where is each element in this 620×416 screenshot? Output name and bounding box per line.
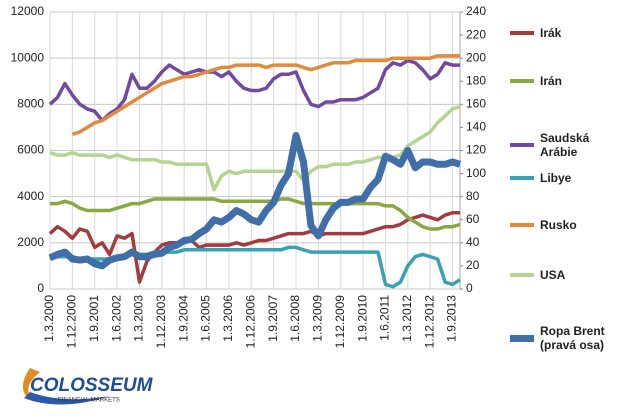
legend-swatch <box>510 223 534 227</box>
legend-swatch <box>510 79 534 83</box>
x-tick-label: 1.9.2004 <box>176 295 190 342</box>
legend-item: Rusko <box>510 218 610 232</box>
y2-tick-label: 0 <box>466 281 473 295</box>
y2-tick-label: 240 <box>466 4 486 18</box>
y2-tick-label: 20 <box>466 258 480 272</box>
x-tick-label: 1.3.2000 <box>42 295 56 342</box>
y2-tick-label: 60 <box>466 212 480 226</box>
x-tick-label: 1.3.2003 <box>132 295 146 342</box>
y-tick-label: 8000 <box>17 97 44 111</box>
logo-name: COLOSSEUM <box>30 375 154 396</box>
x-tick-label: 1.9.2013 <box>445 295 459 342</box>
legend-label: Rusko <box>540 218 577 232</box>
series-line <box>50 197 461 231</box>
legend-label: Irák <box>540 26 562 40</box>
x-tick-label: 1.12.2009 <box>333 295 347 349</box>
legend-label: Ropa Brent (pravá osa) <box>540 324 605 352</box>
legend-label: Saudská Arábie <box>540 131 590 159</box>
y2-tick-label: 180 <box>466 73 486 87</box>
legend-item: Irán <box>510 74 610 88</box>
logo-tagline: FINANCIAL MARKETS <box>58 398 120 404</box>
series-line <box>48 211 460 284</box>
x-tick-label: 1.6.2011 <box>378 295 392 341</box>
x-tick-label: 1.3.2006 <box>221 295 235 342</box>
y-tick-label: 10000 <box>11 50 45 64</box>
legend-item: USA <box>510 268 610 282</box>
x-tick-label: 1.3.2009 <box>311 295 325 342</box>
y-tick-label: 4000 <box>17 189 44 203</box>
legend-swatch <box>510 31 534 35</box>
x-tick-label: 1.12.2012 <box>422 295 436 349</box>
y2-tick-label: 140 <box>466 120 486 134</box>
logo: COLOSSEUM FINANCIAL MARKETS <box>22 368 154 405</box>
y-tick-label: 6000 <box>17 143 44 157</box>
series-line <box>48 58 460 123</box>
y2-tick-label: 160 <box>466 97 486 111</box>
series-line <box>48 132 462 270</box>
legend-label: Libye <box>540 171 572 185</box>
x-tick-label: 1.12.2000 <box>65 295 79 349</box>
x-tick-label: 1.9.2007 <box>266 295 280 342</box>
legend-label: USA <box>540 268 566 282</box>
legend-item: Libye <box>510 171 610 185</box>
x-tick-label: 1.6.2002 <box>109 295 123 342</box>
x-tick-label: 1.9.2001 <box>87 295 101 342</box>
y-tick-label: 2000 <box>17 235 44 249</box>
x-tick-label: 1.12.2003 <box>154 295 168 349</box>
logo-swoosh <box>24 392 110 405</box>
legend-swatch <box>510 273 534 277</box>
series-line <box>71 54 460 136</box>
y2-tick-label: 200 <box>466 50 486 64</box>
x-tick-label: 1.9.2010 <box>355 295 369 342</box>
y2-tick-label: 100 <box>466 166 486 180</box>
y-tick-label: 12000 <box>11 4 45 18</box>
x-tick-label: 1.12.2006 <box>243 295 257 349</box>
y2-tick-label: 80 <box>466 189 480 203</box>
x-tick-label: 1.6.2008 <box>288 295 302 342</box>
y2-tick-label: 120 <box>466 143 486 157</box>
legend-swatch <box>510 176 534 180</box>
y2-tick-label: 40 <box>466 235 480 249</box>
logo-swoosh <box>22 368 40 402</box>
legend-swatch <box>510 143 534 147</box>
legend-label: Irán <box>540 74 563 88</box>
legend-item: Ropa Brent (pravá osa) <box>510 324 610 352</box>
legend-item: Saudská Arábie <box>510 131 610 159</box>
x-tick-label: 1.6.2005 <box>199 295 213 342</box>
y2-tick-label: 220 <box>466 27 486 41</box>
legend-item: Irák <box>510 26 610 40</box>
legend-swatch <box>510 334 534 342</box>
x-tick-label: 1.3.2012 <box>400 295 414 342</box>
y-tick-label: 0 <box>37 281 44 295</box>
